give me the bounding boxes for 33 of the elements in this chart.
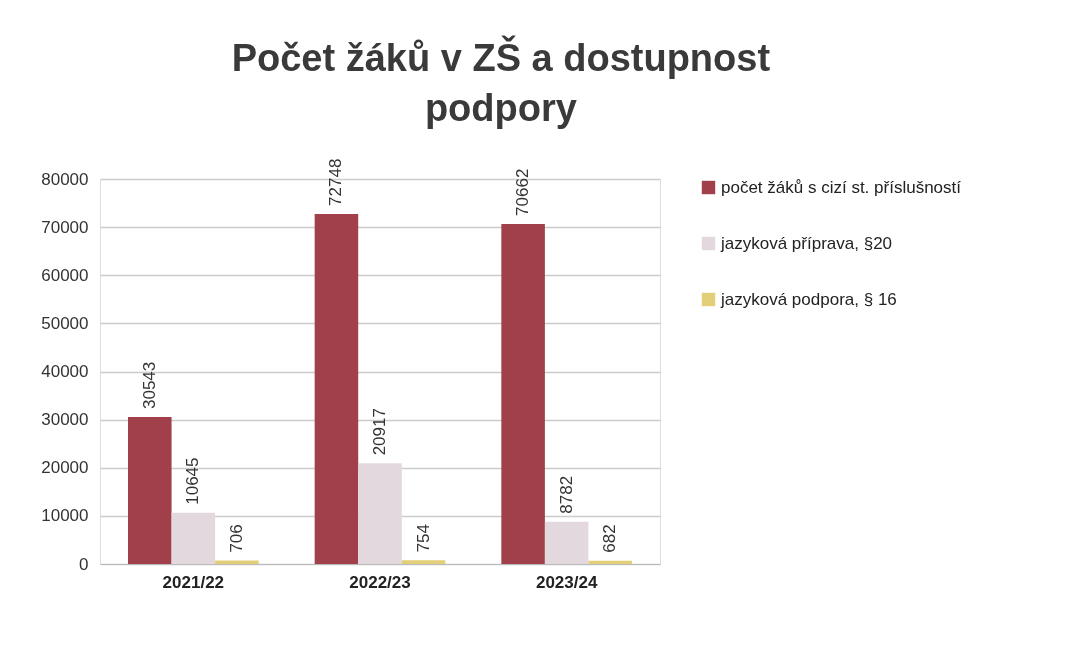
data-label: 754: [413, 524, 433, 553]
legend-label: počet žáků s cizí st. příslušností: [721, 177, 962, 197]
x-tick-label: 2021/22: [162, 572, 225, 592]
chart-title: Počet žáků v ZŠ a dostupnost podpory: [231, 34, 771, 129]
x-tick-label: 2022/23: [349, 572, 411, 592]
y-tick-label: 30000: [41, 410, 89, 430]
data-label: 20917: [370, 408, 389, 456]
y-tick-label: 70000: [41, 217, 89, 237]
bar: [358, 463, 402, 564]
data-label: 682: [600, 524, 620, 553]
legend-label: jazyková příprava, §20: [720, 233, 893, 253]
x-tick-label: 2023/24: [535, 572, 598, 592]
bar: [401, 560, 446, 564]
y-tick-label: 20000: [41, 458, 89, 478]
bar: [544, 521, 589, 564]
bar: [501, 223, 545, 564]
bar: [128, 417, 172, 564]
data-label: 8782: [556, 475, 576, 514]
data-label: 706: [226, 524, 246, 553]
data-label: 10645: [183, 457, 203, 505]
y-tick-label: 0: [79, 554, 89, 574]
bar: [314, 213, 359, 564]
y-tick-label: 10000: [41, 506, 89, 526]
y-tick-label: 40000: [41, 362, 89, 381]
bar: [171, 512, 216, 564]
y-tick-label: 80000: [41, 169, 89, 189]
bar: [588, 560, 632, 564]
data-label: 72748: [326, 158, 346, 206]
legend-label: jazyková podpora, § 16: [720, 289, 897, 309]
y-tick-label: 60000: [41, 265, 89, 285]
y-tick-label: 50000: [41, 313, 89, 333]
data-label: 30543: [139, 361, 159, 410]
data-label: 70662: [513, 168, 533, 216]
